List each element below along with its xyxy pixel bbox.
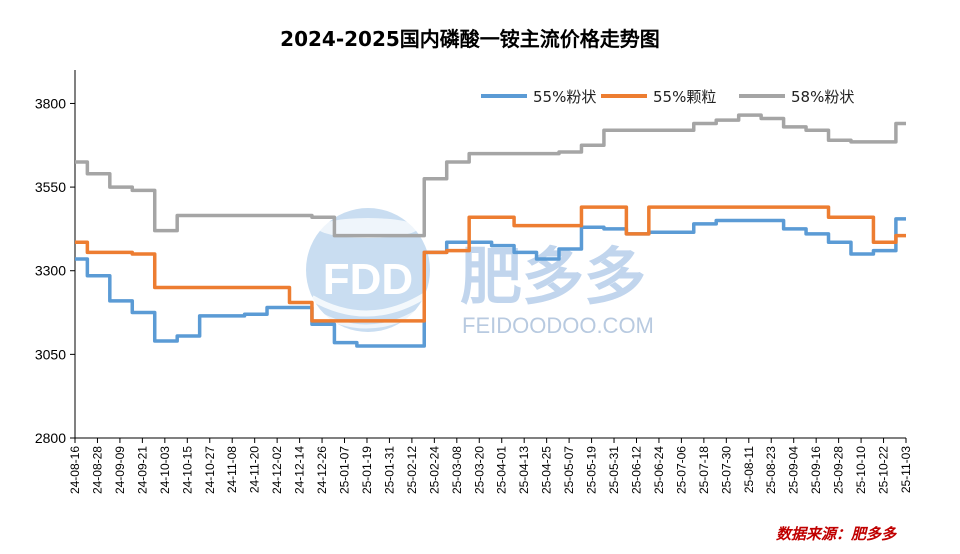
x-tick-label: 25-05-19 [585,446,599,494]
x-tick-label: 25-09-16 [809,446,823,494]
x-tick-label: 24-12-26 [315,446,329,494]
x-tick-label: 24-11-20 [248,446,262,493]
legend: 55%粉状 55%颗粒 58%粉状 [481,88,854,106]
y-ticks: 2800 3050 3300 3550 3800 [35,95,75,446]
x-tick-label: 24-08-16 [68,446,82,494]
y-tick-label: 3550 [35,179,66,195]
series-line-1 [75,205,906,323]
x-tick-label: 25-06-12 [629,446,643,494]
x-tick-label: 25-05-07 [562,446,576,494]
x-tick-label: 25-10-10 [854,446,868,494]
series-layer [74,113,907,348]
x-tick-label: 24-08-28 [90,446,104,494]
y-tick-label: 3800 [35,95,66,111]
y-tick-label: 2800 [35,430,66,446]
x-tick-label: 25-07-30 [719,446,733,494]
watermark-logo-text: FDD [323,255,413,304]
x-tick-label: 25-01-07 [338,446,352,494]
x-tick-label: 24-10-03 [158,446,172,494]
x-tick-label: 25-07-18 [697,446,711,494]
x-tick-label: 25-03-08 [450,446,464,494]
x-tick-label: 25-05-31 [607,446,621,494]
x-tick-label: 24-12-02 [270,446,284,494]
legend-label-2: 58%粉状 [791,88,854,106]
x-tick-label: 25-11-03 [899,446,913,493]
watermark-brand-cn: 肥多多 [460,240,646,313]
x-tick-label: 25-02-12 [405,446,419,494]
x-tick-label: 24-09-09 [113,446,127,494]
watermark-brand-url: FEIDOODOO.COM [462,313,654,338]
x-tick-label: 24-10-27 [203,446,217,494]
y-tick-label: 3050 [35,346,66,362]
x-tick-label: 24-09-21 [135,446,149,494]
x-tick-label: 25-08-23 [764,446,778,494]
x-tick-label: 25-09-04 [787,446,801,494]
x-tick-label: 25-10-22 [877,446,891,494]
x-tick-label: 24-11-08 [225,446,239,493]
x-tick-label: 25-04-01 [495,446,509,494]
y-tick-label: 3300 [35,263,66,279]
x-tick-label: 25-08-11 [742,446,756,493]
x-tick-label: 25-03-20 [472,446,486,494]
source-note: 数据来源：肥多多 [776,525,897,543]
x-tick-label: 25-04-25 [540,446,554,494]
x-tick-label: 25-06-24 [652,446,666,494]
watermark-logo-icon: FDD [306,208,430,332]
watermark: FDD 肥多多 FEIDOODOO.COM [306,208,654,338]
chart-title: 2024-2025国内磷酸一铵主流价格走势图 [280,27,660,51]
x-tick-label: 25-02-24 [427,446,441,494]
legend-label-0: 55%粉状 [533,88,596,106]
series-line-0 [75,217,906,348]
x-tick-label: 25-04-13 [517,446,531,494]
x-tick-label: 24-10-15 [180,446,194,494]
x-tick-label: 25-01-31 [382,446,396,494]
x-ticks: 24-08-16 24-08-28 24-09-09 24-09-21 24-10-03… [68,438,913,494]
x-tick-label: 25-09-28 [832,446,846,494]
legend-label-1: 55%颗粒 [653,88,716,106]
x-tick-label: 25-07-06 [674,446,688,494]
x-tick-label: 24-12-14 [293,446,307,494]
x-tick-label: 25-01-19 [360,446,374,494]
